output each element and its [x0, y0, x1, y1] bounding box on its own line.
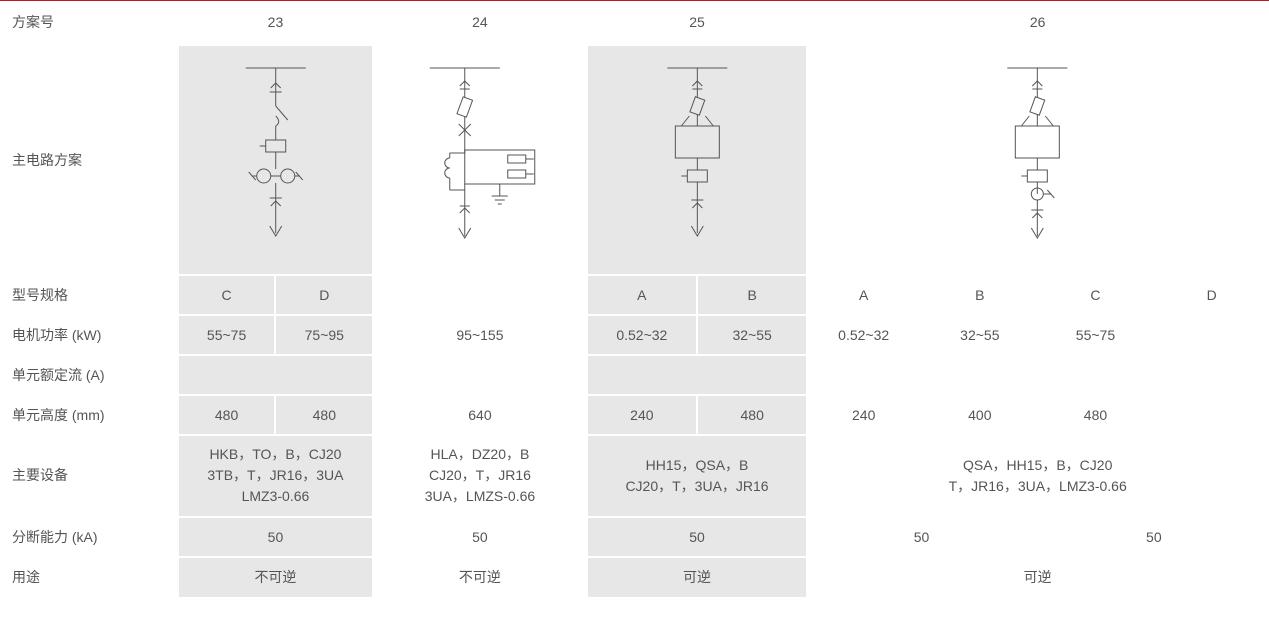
- equip-row: 主要设备 HKB，TO，B，CJ20 3TB，T，JR16，3UA LMZ3-0…: [0, 435, 1269, 517]
- diagram-23: [179, 45, 372, 275]
- label-spec: 型号规格: [0, 275, 179, 315]
- power-23-1: 75~95: [275, 315, 372, 355]
- circuit-diagram-icon: [179, 58, 372, 258]
- scheme-no-23: 23: [179, 1, 372, 45]
- height-25-0: 240: [588, 395, 697, 435]
- equip-25: HH15，QSA，B CJ20，T，3UA，JR16: [588, 435, 807, 517]
- height-26-1: 400: [922, 395, 1038, 435]
- current-26: [806, 355, 1269, 395]
- break-24: 50: [372, 517, 588, 557]
- label-break: 分断能力 (kA): [0, 517, 179, 557]
- current-25: [588, 355, 807, 395]
- diagram-26: [806, 45, 1269, 275]
- height-25-1: 480: [697, 395, 806, 435]
- height-row: 单元高度 (mm) 480 480 640 240 480 240 400 48…: [0, 395, 1269, 435]
- use-24: 不可逆: [372, 557, 588, 597]
- spec-table: 方案号 23 24 25 26 主电路方案: [0, 0, 1269, 597]
- spec-23-0: C: [179, 275, 276, 315]
- height-26-3: [1153, 395, 1269, 435]
- break-26-cd: 50: [1038, 517, 1269, 557]
- circuit-diagram-icon: [372, 58, 588, 258]
- power-row: 电机功率 (kW) 55~75 75~95 95~155 0.52~32 32~…: [0, 315, 1269, 355]
- spec-26-3: D: [1153, 275, 1269, 315]
- power-26-1: 32~55: [922, 315, 1038, 355]
- power-24-0: 95~155: [372, 315, 588, 355]
- use-25: 可逆: [588, 557, 807, 597]
- diagram-row: 主电路方案: [0, 45, 1269, 275]
- header-row: 方案号 23 24 25 26: [0, 1, 1269, 45]
- label-height: 单元高度 (mm): [0, 395, 179, 435]
- spec-24-0: [372, 275, 588, 315]
- height-23-1: 480: [275, 395, 372, 435]
- label-use: 用途: [0, 557, 179, 597]
- height-23-0: 480: [179, 395, 276, 435]
- height-26-2: 480: [1038, 395, 1154, 435]
- label-diagram: 主电路方案: [0, 45, 179, 275]
- spec-25-1: B: [697, 275, 806, 315]
- use-row: 用途 不可逆 不可逆 可逆 可逆: [0, 557, 1269, 597]
- use-23: 不可逆: [179, 557, 372, 597]
- spec-row: 型号规格 C D A B A B C D: [0, 275, 1269, 315]
- diagram-24: [372, 45, 588, 275]
- current-23: [179, 355, 372, 395]
- power-26-2: 55~75: [1038, 315, 1154, 355]
- label-scheme: 方案号: [0, 1, 179, 45]
- label-power: 电机功率 (kW): [0, 315, 179, 355]
- equip-23: HKB，TO，B，CJ20 3TB，T，JR16，3UA LMZ3-0.66: [179, 435, 372, 517]
- scheme-no-25: 25: [588, 1, 807, 45]
- spec-23-1: D: [275, 275, 372, 315]
- equip-26: QSA，HH15，B，CJ20 T，JR16，3UA，LMZ3-0.66: [806, 435, 1269, 517]
- diagram-25: [588, 45, 807, 275]
- label-equip: 主要设备: [0, 435, 179, 517]
- power-25-1: 32~55: [697, 315, 806, 355]
- height-24-0: 640: [372, 395, 588, 435]
- circuit-diagram-icon: [588, 58, 807, 258]
- current-24: [372, 355, 588, 395]
- spec-26-0: A: [806, 275, 922, 315]
- power-26-0: 0.52~32: [806, 315, 922, 355]
- power-26-3: [1153, 315, 1269, 355]
- power-23-0: 55~75: [179, 315, 276, 355]
- height-26-0: 240: [806, 395, 922, 435]
- spec-26-1: B: [922, 275, 1038, 315]
- break-25: 50: [588, 517, 807, 557]
- label-current: 单元额定流 (A): [0, 355, 179, 395]
- scheme-no-24: 24: [372, 1, 588, 45]
- current-row: 单元额定流 (A): [0, 355, 1269, 395]
- power-25-0: 0.52~32: [588, 315, 697, 355]
- use-26: 可逆: [806, 557, 1269, 597]
- scheme-no-26: 26: [806, 1, 1269, 45]
- break-26-ab: 50: [806, 517, 1037, 557]
- spec-26-2: C: [1038, 275, 1154, 315]
- circuit-diagram-icon: [806, 58, 1269, 258]
- spec-25-0: A: [588, 275, 697, 315]
- break-row: 分断能力 (kA) 50 50 50 50 50: [0, 517, 1269, 557]
- break-23: 50: [179, 517, 372, 557]
- equip-24: HLA，DZ20，B CJ20，T，JR16 3UA，LMZS-0.66: [372, 435, 588, 517]
